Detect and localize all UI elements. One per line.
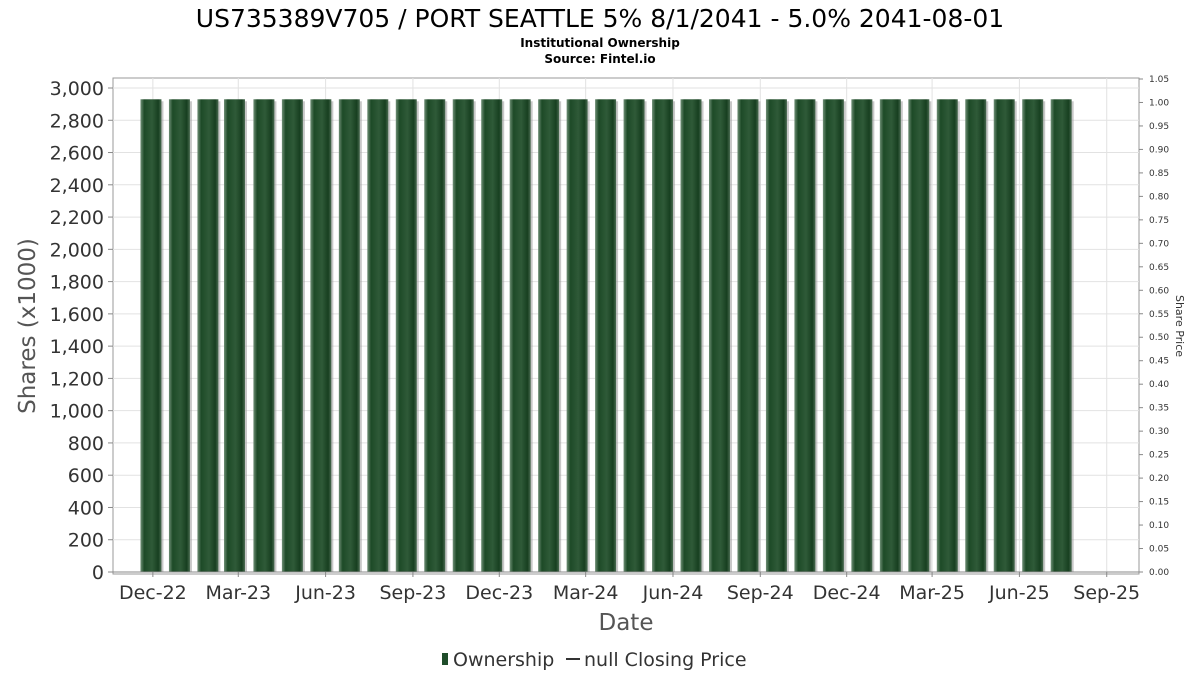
right-tick-label: 0.95 <box>1149 122 1169 132</box>
right-tick-label: 0.05 <box>1149 545 1169 555</box>
y-tick-label: 1,600 <box>50 304 104 326</box>
x-tick-label: Mar-24 <box>553 582 619 604</box>
right-tick-label: 0.00 <box>1149 568 1169 578</box>
y-tick-label: 0 <box>92 562 104 584</box>
y-tick-label: 2,000 <box>50 239 104 261</box>
ownership-bar <box>1022 99 1044 572</box>
right-tick-label: 0.30 <box>1149 427 1169 437</box>
ownership-bar <box>851 99 873 572</box>
ownership-bar <box>140 99 162 572</box>
x-axis-label: Date <box>599 610 654 636</box>
y-tick-label: 1,400 <box>50 336 104 358</box>
ownership-bar <box>168 99 190 572</box>
y-tick-label: 400 <box>68 497 104 519</box>
ownership-bar <box>424 99 446 572</box>
y-tick-label: 1,200 <box>50 368 104 390</box>
ownership-bar <box>223 99 245 572</box>
ownership-bar <box>737 99 759 572</box>
right-axis-ticks: 0.00 0.05 0.10 0.15 0.20 0.25 0.30 0.35 0.40 0.45… <box>1139 75 1169 578</box>
ownership-bar <box>281 99 303 572</box>
legend-label-closing-price: null Closing Price <box>584 649 747 671</box>
ownership-bar <box>879 99 901 572</box>
chart-subtitle-source: Source: Fintel.io <box>544 52 655 66</box>
ownership-bar <box>452 99 474 572</box>
x-tick-label: Jun-23 <box>294 582 356 604</box>
ownership-bar <box>965 99 987 572</box>
x-tick-label: Sep-23 <box>380 582 447 604</box>
y-tick-label: 1,800 <box>50 272 104 294</box>
y-tick-label: 200 <box>68 530 104 552</box>
ownership-bar <box>595 99 617 572</box>
y-axis-label: Shares (x1000) <box>15 238 41 414</box>
y-tick-label: 2,200 <box>50 207 104 229</box>
ownership-bar <box>652 99 674 572</box>
ownership-bar <box>509 99 531 572</box>
right-tick-label: 0.65 <box>1149 263 1169 273</box>
right-tick-label: 0.15 <box>1149 498 1169 508</box>
x-tick-label: Sep-24 <box>727 582 794 604</box>
right-tick-label: 0.60 <box>1149 286 1169 296</box>
right-tick-label: 0.85 <box>1149 169 1169 179</box>
legend-swatch-ownership <box>442 653 448 665</box>
y-tick-label: 2,400 <box>50 175 104 197</box>
right-tick-label: 0.50 <box>1149 333 1169 343</box>
right-tick-label: 1.00 <box>1149 98 1169 108</box>
ownership-bar <box>566 99 588 572</box>
right-tick-label: 0.35 <box>1149 404 1169 414</box>
x-tick-label: Sep-25 <box>1073 582 1140 604</box>
chart-subtitle-ownership: Institutional Ownership <box>520 36 680 50</box>
ownership-bar <box>253 99 275 572</box>
y-tick-label: 800 <box>68 433 104 455</box>
right-tick-label: 0.70 <box>1149 239 1169 249</box>
ownership-bar <box>908 99 930 572</box>
ownership-bar <box>680 99 702 572</box>
ownership-bar <box>794 99 816 572</box>
y-tick-label: 1,000 <box>50 401 104 423</box>
y-tick-label: 2,600 <box>50 143 104 165</box>
x-tick-label: Jun-25 <box>988 582 1050 604</box>
right-tick-label: 0.45 <box>1149 357 1169 367</box>
ownership-bar <box>481 99 503 572</box>
y-tick-label: 3,000 <box>50 78 104 100</box>
right-tick-label: 1.05 <box>1149 75 1169 85</box>
x-tick-label: Mar-23 <box>205 582 271 604</box>
left-axis-ticks: 0 200 400 600 800 1,000 1,200 1,400 1,600 1,800 2,… <box>50 78 113 584</box>
y-tick-label: 600 <box>68 465 104 487</box>
ownership-bar <box>623 99 645 572</box>
x-axis-ticks: Dec-22 Mar-23 Jun-23 Sep-23 Dec-23 Mar-24 Jun-… <box>108 571 1140 604</box>
ownership-bar <box>197 99 219 572</box>
right-tick-label: 0.20 <box>1149 474 1169 484</box>
x-tick-label: Dec-24 <box>813 582 881 604</box>
y-tick-label: 2,800 <box>50 110 104 132</box>
ownership-bar <box>538 99 560 572</box>
right-tick-label: 0.75 <box>1149 216 1169 226</box>
ownership-bars <box>140 99 1074 572</box>
right-tick-label: 0.10 <box>1149 521 1169 531</box>
x-tick-label: Dec-23 <box>465 582 533 604</box>
legend: Ownership null Closing Price <box>442 649 747 671</box>
legend-label-ownership: Ownership <box>453 649 554 671</box>
ownership-bar <box>822 99 844 572</box>
x-tick-label: Jun-24 <box>642 582 704 604</box>
ownership-bar <box>310 99 332 572</box>
ownership-bar <box>993 99 1015 572</box>
x-tick-label: Mar-25 <box>899 582 965 604</box>
ownership-bar <box>765 99 787 572</box>
right-tick-label: 0.55 <box>1149 310 1169 320</box>
right-axis-label: Share Price <box>1173 295 1186 357</box>
ownership-bar <box>338 99 360 572</box>
x-tick-label: Dec-22 <box>119 582 187 604</box>
ownership-bar <box>395 99 417 572</box>
ownership-bar <box>936 99 958 572</box>
chart-title: US735389V705 / PORT SEATTLE 5% 8/1/2041 … <box>196 4 1004 33</box>
right-tick-label: 0.25 <box>1149 451 1169 461</box>
ownership-bar <box>708 99 730 572</box>
right-tick-label: 0.90 <box>1149 145 1169 155</box>
ownership-bar <box>1050 99 1072 572</box>
right-tick-label: 0.40 <box>1149 380 1169 390</box>
right-tick-label: 0.80 <box>1149 192 1169 202</box>
ownership-bar <box>367 99 389 572</box>
